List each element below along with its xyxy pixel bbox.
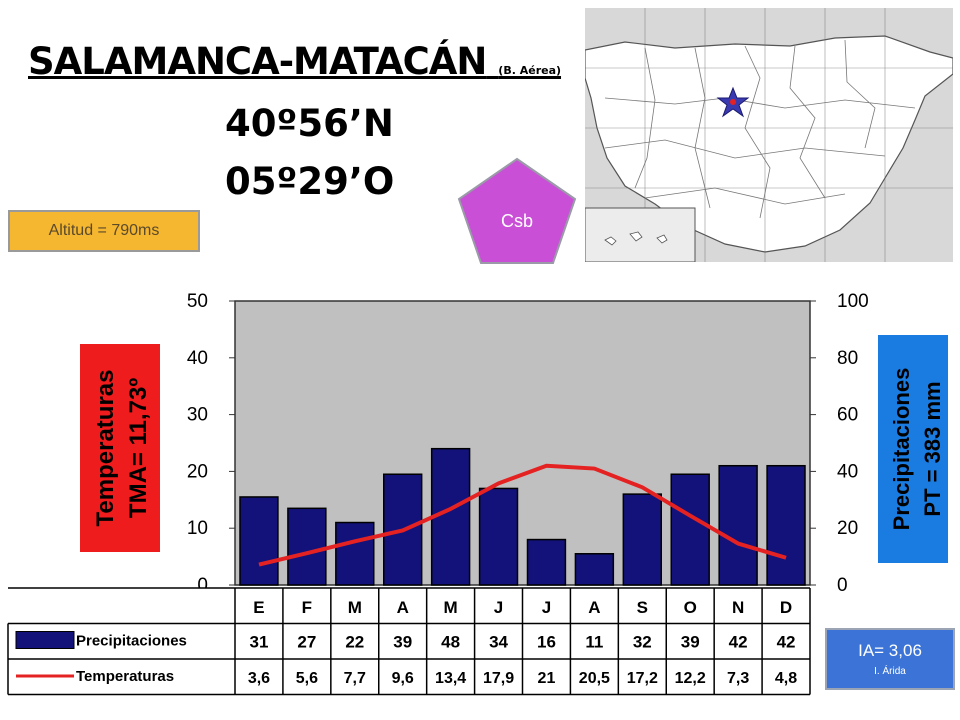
temp-value-label: 4,8 bbox=[775, 670, 797, 687]
data-table bbox=[8, 588, 810, 695]
location-map bbox=[585, 8, 953, 262]
temp-value-label: 3,6 bbox=[248, 670, 270, 687]
pt-label: PT = 383 mm bbox=[920, 381, 945, 516]
location-dot-icon bbox=[730, 99, 736, 105]
temp-value-label: 20,5 bbox=[579, 670, 610, 687]
altitude-label: Altitud = 790ms bbox=[48, 222, 160, 239]
latitude: 40º56’N bbox=[225, 102, 394, 145]
right-tick-label: 60 bbox=[837, 405, 858, 426]
precipitation-axis-label: Precipitaciones bbox=[889, 368, 914, 531]
temp-value-label: 9,6 bbox=[392, 670, 414, 687]
precip-bar bbox=[239, 496, 279, 586]
aridity-index-value: IA= 3,06 bbox=[858, 641, 922, 660]
month-label: E bbox=[253, 598, 264, 617]
right-tick-label: 20 bbox=[837, 518, 858, 539]
temperature-axis-box bbox=[80, 344, 160, 552]
climate-badge-label: Csb bbox=[501, 211, 533, 231]
month-label: A bbox=[397, 598, 409, 617]
left-tick-label: 40 bbox=[187, 348, 208, 369]
precip-value-label: 27 bbox=[297, 633, 316, 652]
left-tick-label: 20 bbox=[187, 461, 208, 482]
climate-badge: Csb bbox=[457, 157, 577, 264]
month-label: O bbox=[684, 598, 697, 617]
month-label: J bbox=[542, 598, 551, 617]
precip-value-label: 22 bbox=[345, 633, 364, 652]
temp-value-label: 21 bbox=[538, 670, 556, 687]
station-title: SALAMANCA-MATACÁN (B. Aérea) bbox=[28, 40, 561, 83]
temp-value-label: 7,3 bbox=[727, 670, 749, 687]
precip-value-label: 31 bbox=[249, 633, 268, 652]
month-label: J bbox=[494, 598, 503, 617]
legend-precip-swatch bbox=[15, 631, 75, 649]
precip-bar bbox=[670, 473, 710, 586]
temp-value-label: 7,7 bbox=[344, 670, 366, 687]
precip-bar bbox=[526, 538, 567, 586]
map-grid bbox=[585, 8, 953, 262]
precip-value-label: 39 bbox=[681, 633, 700, 652]
right-tick-label: 0 bbox=[837, 575, 848, 596]
precip-bar bbox=[287, 507, 327, 586]
precip-value-label: 39 bbox=[393, 633, 412, 652]
plot-area bbox=[234, 300, 811, 586]
longitude: 05º29’O bbox=[225, 160, 395, 203]
station-name: SALAMANCA-MATACÁN bbox=[28, 40, 487, 83]
month-label: S bbox=[637, 598, 648, 617]
left-tick-label: 30 bbox=[187, 405, 208, 426]
precip-bar bbox=[335, 521, 375, 586]
month-label: N bbox=[732, 598, 744, 617]
precip-value-label: 34 bbox=[489, 633, 508, 652]
station-note: (B. Aérea) bbox=[498, 64, 562, 77]
legend-precip-label: Precipitaciones bbox=[76, 633, 187, 650]
precip-value-label: 32 bbox=[633, 633, 652, 652]
aridity-class: I. Árida bbox=[874, 666, 906, 677]
temp-value-label: 5,6 bbox=[296, 670, 318, 687]
month-label: A bbox=[588, 598, 600, 617]
month-label: M bbox=[348, 598, 362, 617]
precip-bar bbox=[430, 447, 471, 586]
right-tick-label: 80 bbox=[837, 348, 858, 369]
temperature-axis-label: Temperaturas bbox=[92, 370, 119, 527]
month-label: F bbox=[302, 598, 312, 617]
temp-value-label: 12,2 bbox=[675, 670, 706, 687]
precip-value-label: 48 bbox=[441, 633, 460, 652]
aridity-index-badge: IA= 3,06 I. Árida bbox=[825, 628, 955, 690]
precip-bar bbox=[574, 553, 615, 586]
precipitation-axis-box bbox=[878, 335, 948, 563]
temp-value-label: 13,4 bbox=[435, 670, 466, 687]
precip-bar bbox=[478, 487, 519, 586]
tma-label: TMA= 11,73º bbox=[125, 378, 152, 518]
precip-value-label: 42 bbox=[729, 633, 748, 652]
precip-bar bbox=[766, 464, 806, 586]
precip-value-label: 16 bbox=[537, 633, 556, 652]
precip-bar bbox=[622, 493, 662, 586]
right-tick-label: 100 bbox=[837, 291, 869, 312]
left-tick-label: 0 bbox=[197, 575, 208, 596]
right-tick-label: 40 bbox=[837, 461, 858, 482]
temperature-line bbox=[258, 463, 787, 567]
legend-temp-label: Temperaturas bbox=[76, 668, 174, 685]
precip-value-label: 11 bbox=[585, 633, 603, 652]
altitude-badge: Altitud = 790ms bbox=[8, 210, 200, 252]
precip-bar bbox=[718, 464, 758, 586]
left-tick-label: 10 bbox=[187, 518, 208, 539]
month-label: D bbox=[780, 598, 792, 617]
precip-value-label: 42 bbox=[777, 633, 796, 652]
left-tick-label: 50 bbox=[187, 291, 208, 312]
month-label: M bbox=[444, 598, 458, 617]
temp-value-label: 17,2 bbox=[627, 670, 658, 687]
temp-value-label: 17,9 bbox=[483, 670, 514, 687]
